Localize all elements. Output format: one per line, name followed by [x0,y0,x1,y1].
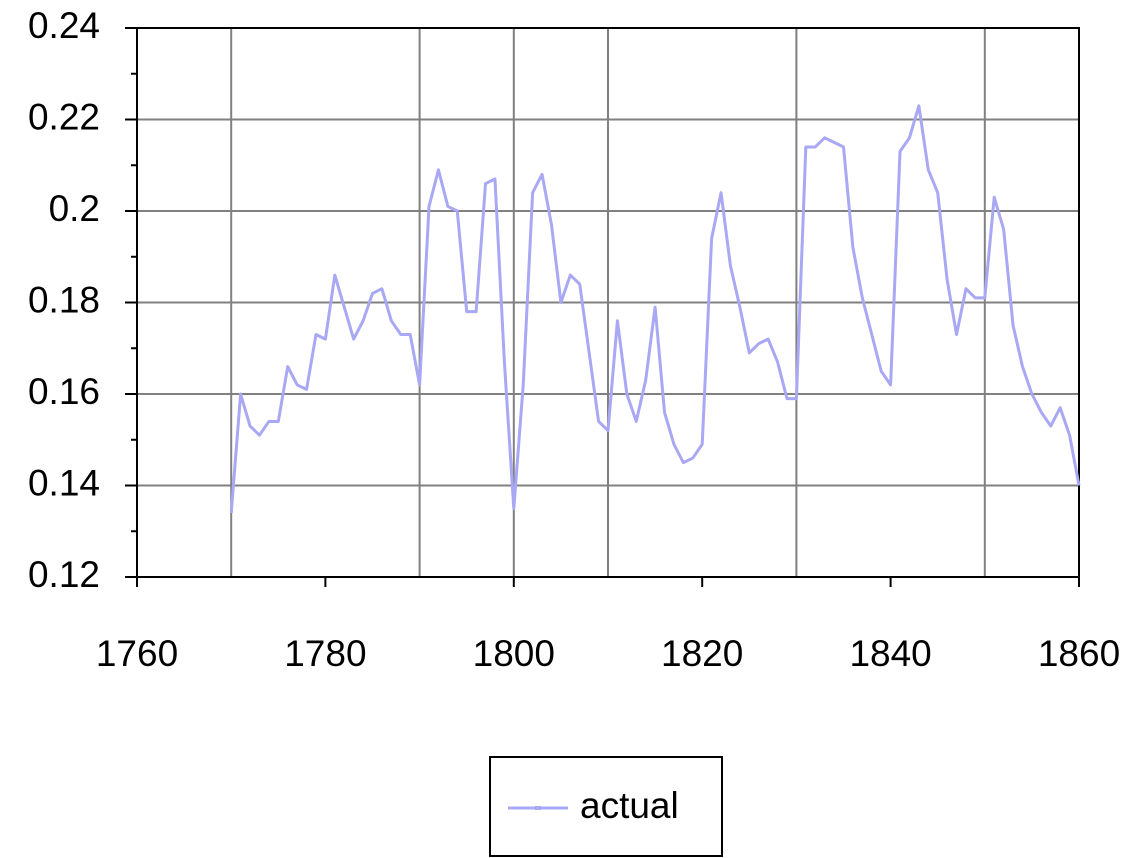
x-tick-label: 1860 [1038,633,1120,674]
x-tick-label: 1800 [473,633,555,674]
legend-marker [535,806,541,810]
y-tick-label: 0.22 [28,96,100,137]
x-tick-label: 1760 [96,633,178,674]
y-tick-label: 0.16 [28,371,100,412]
y-tick-label: 0.12 [28,554,100,595]
y-tick-label: 0.24 [28,5,100,46]
y-tick-label: 0.2 [49,188,100,229]
data-line [229,104,1081,514]
legend-label: actual [580,785,679,826]
x-tick-label: 1840 [849,633,931,674]
x-tick-label: 1780 [284,633,366,674]
y-tick-label: 0.18 [28,279,100,320]
x-tick-label: 1820 [661,633,743,674]
y-tick-label: 0.14 [28,462,100,503]
